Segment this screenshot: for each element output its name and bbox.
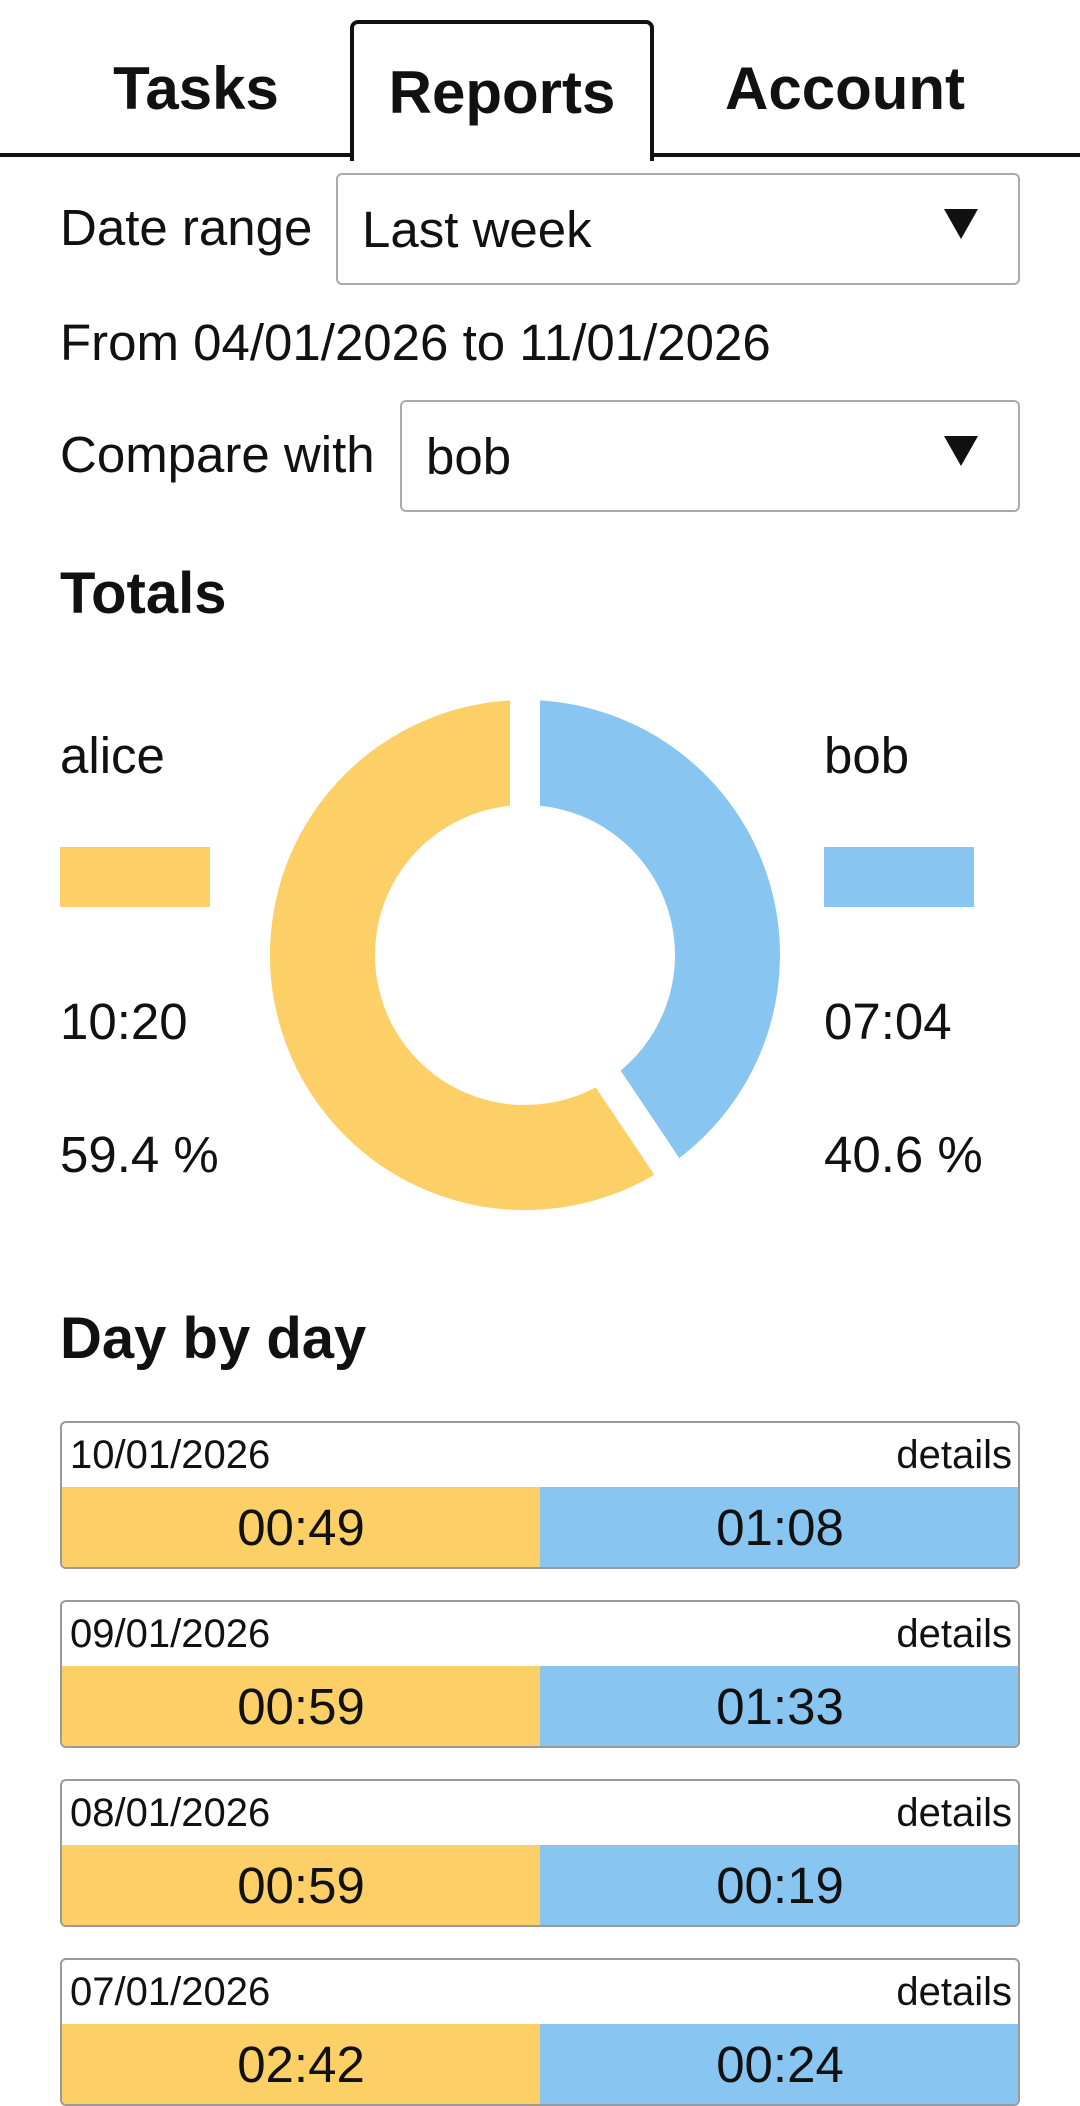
day-bar-alice: 00:59 xyxy=(62,1845,540,1925)
day-date: 09/01/2026 xyxy=(70,1612,271,1656)
day-by-day-title: Day by day xyxy=(60,1306,367,1371)
legend-name-alice: alice xyxy=(60,727,165,784)
day-bar-alice: 00:59 xyxy=(62,1666,540,1746)
day-bar-bob: 00:19 xyxy=(540,1845,1018,1925)
day-bar-alice: 02:42 xyxy=(62,2024,540,2104)
total-time-bob: 07:04 xyxy=(824,993,952,1050)
day-date: 08/01/2026 xyxy=(70,1791,271,1835)
day-date: 10/01/2026 xyxy=(70,1433,271,1477)
tab-bar: Tasks Reports Account xyxy=(0,0,1080,161)
day-date: 07/01/2026 xyxy=(70,1970,271,2014)
date-range-select[interactable]: Last week xyxy=(336,173,1020,285)
totals-title: Totals xyxy=(60,561,227,626)
dropdown-arrow-icon xyxy=(944,209,978,239)
donut-slice-alice xyxy=(250,680,697,1230)
dropdown-arrow-icon xyxy=(944,436,978,466)
total-percent-alice: 59.4 % xyxy=(60,1126,219,1183)
day-card: 10/01/2026 details 00:49 01:08 xyxy=(60,1421,1020,1569)
compare-with-select[interactable]: bob xyxy=(400,400,1020,512)
totals-donut-chart xyxy=(250,680,810,1230)
total-percent-bob: 40.6 % xyxy=(824,1126,983,1183)
date-range-text: From 04/01/2026 to 11/01/2026 xyxy=(60,314,771,371)
day-bar-bob: 01:33 xyxy=(540,1666,1018,1746)
date-range-value: Last week xyxy=(362,200,592,258)
total-time-alice: 10:20 xyxy=(60,993,188,1050)
day-details-link[interactable]: details xyxy=(896,1791,1012,1835)
day-details-link[interactable]: details xyxy=(896,1970,1012,2014)
day-card: 09/01/2026 details 00:59 01:33 xyxy=(60,1600,1020,1748)
legend-name-bob: bob xyxy=(824,727,910,784)
date-range-label: Date range xyxy=(60,199,313,256)
day-card: 08/01/2026 details 00:59 00:19 xyxy=(60,1779,1020,1927)
day-bar-bob: 00:24 xyxy=(540,2024,1018,2104)
day-details-link[interactable]: details xyxy=(896,1433,1012,1477)
tab-account[interactable]: Account xyxy=(725,55,965,122)
tab-tasks[interactable]: Tasks xyxy=(113,55,279,122)
day-card: 07/01/2026 details 02:42 00:24 xyxy=(60,1958,1020,2106)
day-details-link[interactable]: details xyxy=(896,1612,1012,1656)
donut-slice-bob xyxy=(510,680,810,1201)
day-bar-alice: 00:49 xyxy=(62,1487,540,1567)
day-bar-bob: 01:08 xyxy=(540,1487,1018,1567)
compare-with-value: bob xyxy=(426,427,512,485)
legend-swatch-bob xyxy=(824,847,974,907)
tab-reports[interactable]: Reports xyxy=(350,20,654,161)
legend-swatch-alice xyxy=(60,847,210,907)
compare-with-label: Compare with xyxy=(60,426,375,483)
